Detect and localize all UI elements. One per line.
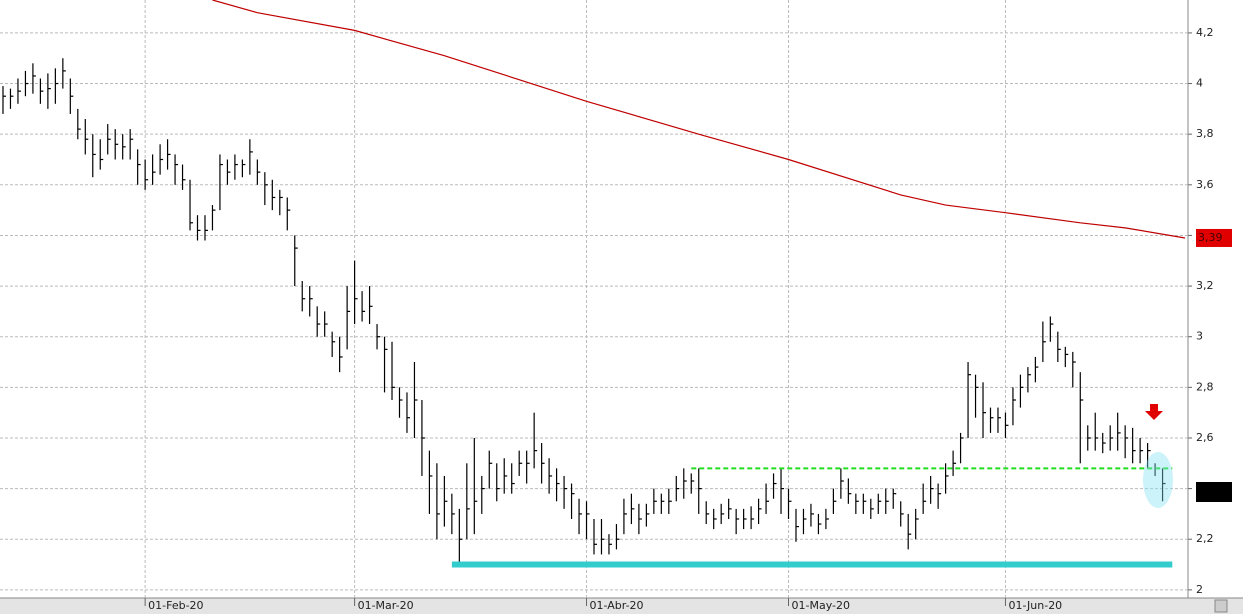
y-tick-label: 3,8 [1196, 127, 1214, 140]
y-tick-label: 3 [1196, 330, 1203, 343]
y-tick-label: 3,6 [1196, 178, 1214, 191]
x-tick-label: 01-Feb-20 [148, 599, 203, 612]
x-tick-label: 01-May-20 [792, 599, 850, 612]
y-tick-label: 2,2 [1196, 532, 1214, 545]
price-tag [1196, 228, 1232, 247]
y-tick-label: 4,2 [1196, 26, 1214, 39]
down-arrow [1145, 404, 1163, 420]
x-axis-band [0, 598, 1243, 614]
y-tick-label: 4 [1196, 77, 1203, 90]
moving-average-line [212, 0, 1186, 239]
y-tick-label: 3,2 [1196, 279, 1214, 292]
price-tag-label: 3,39 [1198, 231, 1223, 244]
x-tick-label: 01-Jun-20 [1008, 599, 1062, 612]
x-tick-label: 01-Mar-20 [358, 599, 414, 612]
highlight-ellipse [1143, 452, 1173, 508]
y-tick-label: 2,8 [1196, 380, 1214, 393]
y-tick-label: 2,6 [1196, 431, 1214, 444]
x-tick-label: 01-Abr-20 [590, 599, 644, 612]
y-tick-label: 2 [1196, 583, 1203, 596]
corner-icon[interactable] [1214, 599, 1228, 613]
last-price-box [1196, 482, 1232, 502]
